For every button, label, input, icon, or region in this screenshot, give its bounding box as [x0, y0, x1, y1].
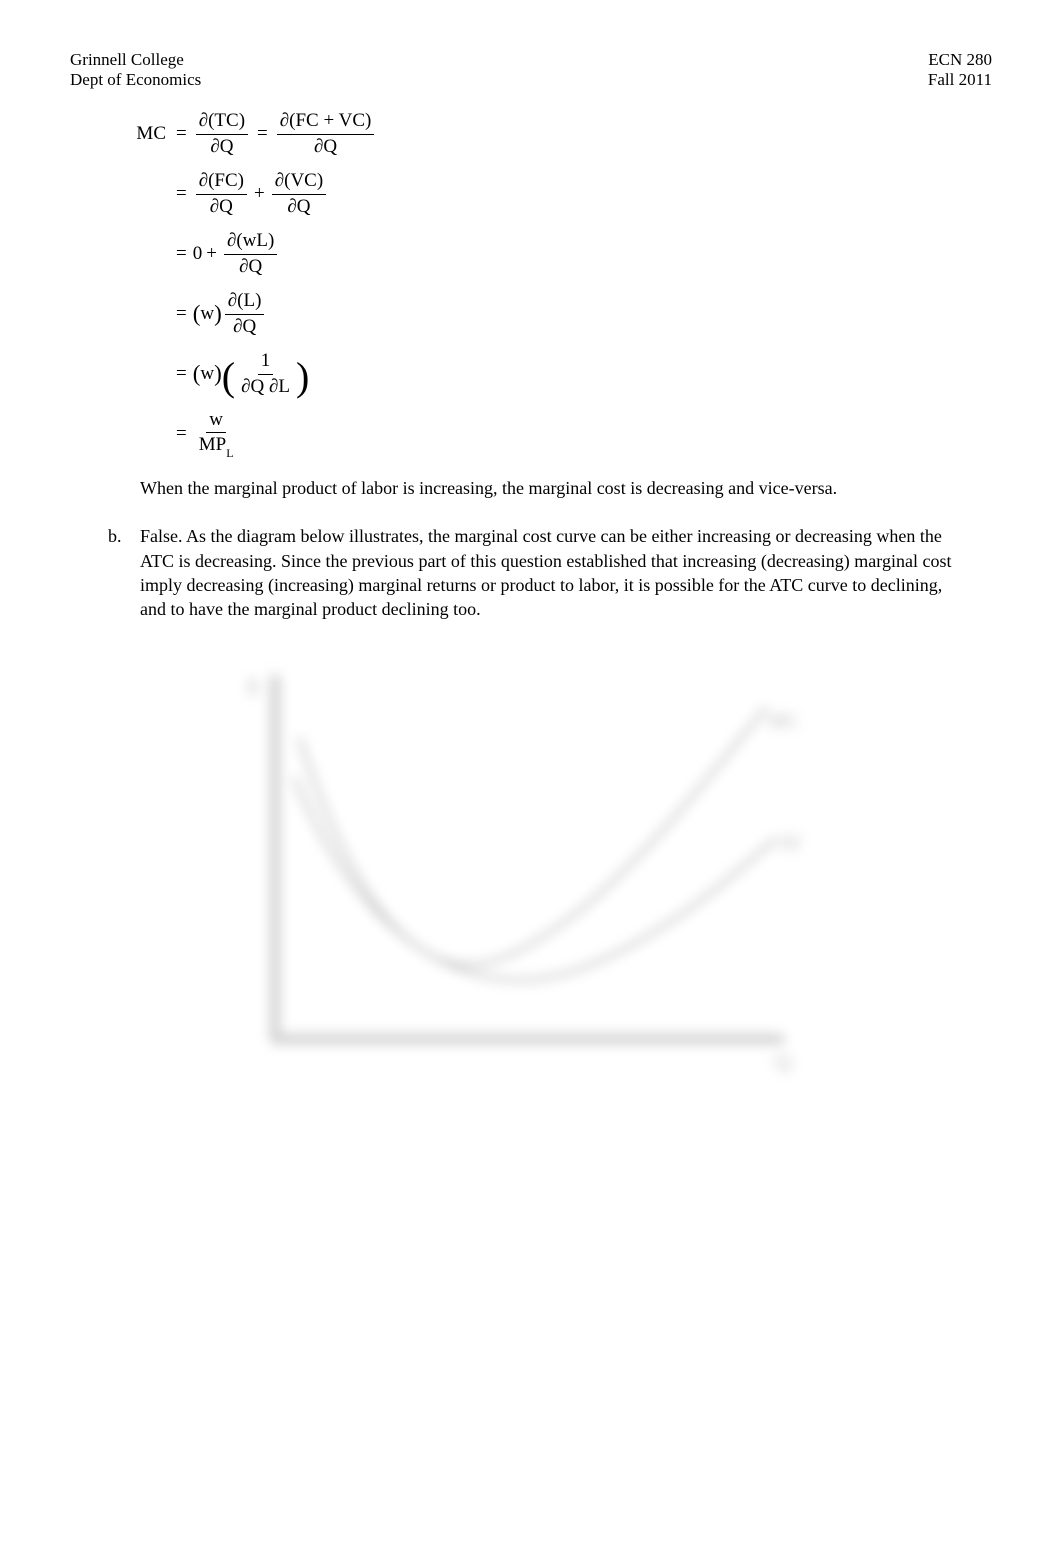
paragraph-a: When the marginal product of labor is in…: [140, 476, 972, 500]
num-dtc: ∂(TC): [196, 111, 248, 135]
den-dq-4: ∂Q: [284, 195, 313, 218]
big-rparen: ): [296, 361, 309, 393]
mc-lhs: MC: [110, 124, 170, 145]
dept-name: Dept of Economics: [70, 70, 201, 90]
frac-dtc-dq: ∂(TC) ∂Q: [196, 111, 248, 158]
w-4: w: [200, 304, 214, 325]
num-dvc: ∂(VC): [272, 171, 326, 195]
den-dq-2: ∂Q: [311, 135, 340, 158]
svg-text:$: $: [247, 674, 258, 699]
header-left: Grinnell College Dept of Economics: [70, 50, 201, 90]
zero: 0: [193, 244, 203, 265]
num-w: w: [206, 410, 226, 434]
rparen-5: ): [214, 361, 222, 386]
num-dfcvc: ∂(FC + VC): [277, 111, 375, 135]
eq-line-2: = ∂(FC) ∂Q + ∂(VC) ∂Q: [110, 170, 992, 218]
lparen-4: (: [193, 301, 201, 326]
equals-1b: =: [257, 124, 268, 145]
item-b-label: b.: [108, 524, 140, 621]
den-dq-1: ∂Q: [207, 135, 236, 158]
eq-line-3: = 0 + ∂(wL) ∂Q: [110, 230, 992, 278]
frac-dwl-dq: ∂(wL) ∂Q: [224, 231, 277, 278]
num-one: 1: [258, 351, 274, 375]
den-dqdl: ∂Q ∂L: [238, 375, 293, 398]
page: Grinnell College Dept of Economics ECN 2…: [0, 0, 1062, 1561]
mp-sub: L: [226, 446, 233, 460]
equals-6: =: [176, 424, 187, 445]
frac-w-mpl: w MPL: [196, 410, 237, 459]
item-b: b. False. As the diagram below illustrat…: [108, 524, 972, 621]
chart-blur-wrapper: $ Q MC ATC: [220, 649, 992, 1094]
cost-curves-chart: $ Q MC ATC: [220, 649, 800, 1089]
svg-text:MC: MC: [768, 710, 799, 732]
frac-dvc-dq: ∂(VC) ∂Q: [272, 171, 326, 218]
frac-dl-dq: ∂(L) ∂Q: [225, 291, 265, 338]
den-dq-5: ∂Q: [236, 255, 265, 278]
den-dq-6: ∂Q: [230, 315, 259, 338]
lparen-5: (: [193, 361, 201, 386]
plus-2: +: [254, 184, 265, 205]
num-dfc: ∂(FC): [196, 171, 247, 195]
eq-line-6: = w MPL: [110, 410, 992, 458]
num-dl: ∂(L): [225, 291, 265, 315]
header-right: ECN 280 Fall 2011: [928, 50, 992, 90]
page-header: Grinnell College Dept of Economics ECN 2…: [70, 50, 992, 90]
eq-line-1: MC = ∂(TC) ∂Q = ∂(FC + VC) ∂Q: [110, 110, 992, 158]
equals-1a: =: [176, 124, 187, 145]
mp-text: MP: [199, 434, 226, 455]
chart-container: $ Q MC ATC: [220, 649, 992, 1094]
num-dwl: ∂(wL): [224, 231, 277, 255]
frac-dfcvc-dq: ∂(FC + VC) ∂Q: [277, 111, 375, 158]
svg-text:Q: Q: [775, 1049, 791, 1074]
frac-1-dqdl: 1 ∂Q ∂L: [238, 351, 293, 398]
rparen-4: ): [214, 301, 222, 326]
equals-4: =: [176, 304, 187, 325]
plus-3: +: [206, 244, 217, 265]
den-dq-3: ∂Q: [207, 195, 236, 218]
svg-text:ATC: ATC: [778, 832, 800, 854]
equals-3: =: [176, 244, 187, 265]
eq-line-5: = ( w ) ( 1 ∂Q ∂L ): [110, 350, 992, 398]
equals-5: =: [176, 364, 187, 385]
big-lparen: (: [222, 361, 235, 393]
equals-2: =: [176, 184, 187, 205]
course-code: ECN 280: [928, 50, 992, 70]
den-mpl: MPL: [196, 433, 237, 458]
derivation-block: MC = ∂(TC) ∂Q = ∂(FC + VC) ∂Q = ∂(FC) ∂Q…: [110, 110, 992, 458]
frac-dfc-dq: ∂(FC) ∂Q: [196, 171, 247, 218]
w-5: w: [200, 364, 214, 385]
item-b-text: False. As the diagram below illustrates,…: [140, 524, 972, 621]
college-name: Grinnell College: [70, 50, 201, 70]
term: Fall 2011: [928, 70, 992, 90]
eq-line-4: = ( w ) ∂(L) ∂Q: [110, 290, 992, 338]
